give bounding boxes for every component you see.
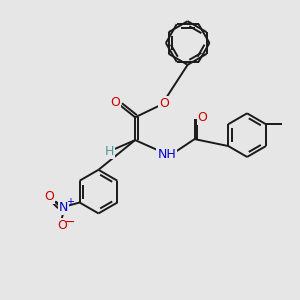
- Text: N: N: [59, 201, 68, 214]
- Text: O: O: [44, 190, 54, 203]
- Text: O: O: [198, 111, 207, 124]
- Text: O: O: [57, 219, 67, 232]
- Text: NH: NH: [158, 148, 176, 161]
- Text: O: O: [159, 97, 169, 110]
- Text: H: H: [105, 146, 114, 158]
- Text: −: −: [64, 216, 75, 229]
- Text: O: O: [110, 96, 120, 109]
- Text: +: +: [66, 196, 74, 206]
